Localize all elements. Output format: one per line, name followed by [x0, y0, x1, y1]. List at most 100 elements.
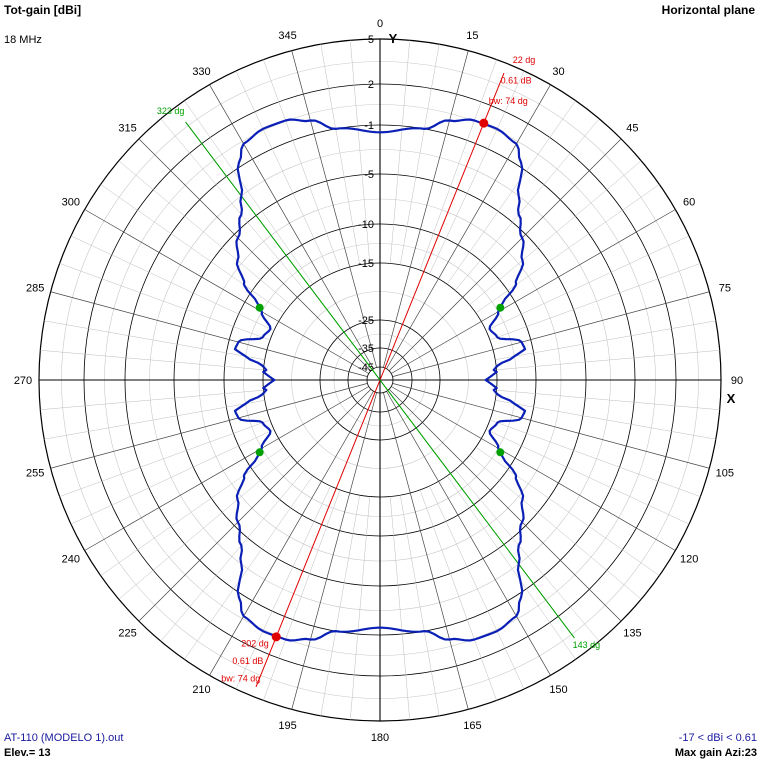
grid-spoke [388, 388, 622, 622]
grid-spoke [70, 429, 275, 525]
grid-spoke [455, 469, 600, 642]
grid-spoke [485, 235, 690, 331]
grid-spoke [235, 485, 331, 690]
grid-spoke [386, 391, 551, 676]
grid-spoke [383, 50, 469, 368]
grid-spoke [44, 320, 265, 360]
grid-spoke [291, 50, 377, 368]
grid-spoke [350, 496, 371, 720]
angle-label: 255 [26, 467, 44, 479]
grid-spoke [320, 495, 360, 716]
grid-spoke [160, 469, 305, 642]
grid-spoke [489, 419, 701, 497]
grid-spoke [400, 495, 440, 716]
y-axis-label: Y [389, 31, 398, 46]
grid-spoke [70, 235, 275, 331]
grid-spoke [391, 386, 676, 551]
radial-scale-labels: 5 2 -1 -5 -10 -15 -25 -35 -45 [358, 34, 374, 374]
angle-label: 300 [62, 197, 80, 209]
angle-label: 195 [278, 720, 296, 732]
grid-spoke [391, 209, 676, 374]
angle-label: 240 [62, 554, 80, 566]
pattern-markers [255, 118, 505, 642]
grid-spoke [184, 475, 314, 660]
radial-scale-label: 5 [368, 34, 374, 46]
x-axis-label: X [727, 391, 736, 406]
grid-spoke [118, 160, 291, 305]
angle-label: 150 [549, 684, 567, 696]
grid-spoke [386, 84, 551, 369]
angle-label: 0 [377, 18, 383, 30]
angle-label: 180 [371, 732, 389, 744]
angle-label: 60 [683, 197, 695, 209]
half-power-annotation: 323 dg [157, 106, 185, 116]
grid-spoke [495, 400, 716, 440]
main-lobe-annotation: bw: 74 dg [489, 96, 528, 106]
gain-range-label: -17 < dBi < 0.61 [678, 732, 757, 744]
file-name-label: AT-110 (MODELO 1).out [4, 732, 124, 744]
grid-spoke [392, 291, 710, 377]
polar-grid [38, 38, 722, 722]
half-power-marker [496, 448, 505, 457]
grid-spoke [475, 184, 660, 314]
grid-spoke [419, 489, 497, 701]
grid-spoke [475, 446, 660, 576]
grid-spoke [184, 100, 314, 285]
angle-label: 210 [192, 684, 210, 696]
angle-label: 315 [118, 123, 136, 135]
grid-spoke [485, 429, 690, 525]
main-lobe-annotation: 0.61 dB [501, 76, 532, 86]
grid-spoke [495, 320, 716, 360]
plane-title: Horizontal plane [661, 3, 755, 17]
grid-spoke [489, 263, 701, 341]
angle-label: 345 [278, 30, 296, 42]
half-power-line [185, 121, 575, 639]
grid-spoke [446, 100, 576, 285]
grid-spoke [388, 138, 622, 372]
max-gain-marker [271, 632, 281, 642]
max-gain-marker [479, 118, 489, 128]
half-power-marker [255, 303, 264, 312]
grid-spoke [419, 59, 497, 271]
grid-spoke [446, 475, 576, 660]
grid-spoke [209, 391, 374, 676]
radial-scale-label: -1 [364, 120, 374, 132]
angle-label: 330 [192, 66, 210, 78]
grid-spoke [389, 40, 410, 264]
radiation-pattern [233, 118, 527, 642]
radial-scale-label: -10 [358, 219, 374, 231]
angle-label: 285 [26, 283, 44, 295]
grid-spoke [429, 70, 525, 275]
angle-labels: 0153045607590105120135150165180195210225… [14, 18, 743, 744]
grid-spoke [100, 446, 285, 576]
half-power-marker [496, 303, 505, 312]
radial-scale-label: -45 [358, 362, 374, 374]
elevation-label: Elev.= 13 [4, 747, 51, 759]
grid-spoke [320, 44, 360, 265]
grid-spoke [383, 392, 469, 710]
chart-title: Tot-gain [dBi] [4, 3, 82, 17]
radial-scale-label: -25 [358, 315, 374, 327]
grid-spoke [59, 419, 271, 497]
grid-spoke [50, 291, 368, 377]
grid-spoke [40, 350, 264, 371]
grid-spoke [209, 84, 374, 369]
grid-spoke [469, 455, 642, 600]
grid-spoke [389, 496, 410, 720]
half-power-marker [255, 448, 264, 457]
angle-label: 105 [716, 467, 734, 479]
angle-label: 270 [14, 375, 32, 387]
grid-spoke [263, 489, 341, 701]
grid-spoke [496, 350, 720, 371]
grid-spoke [392, 383, 710, 469]
angle-label: 165 [463, 720, 481, 732]
grid-spoke [291, 392, 377, 710]
back-lobe-annotation: 202 dg [241, 638, 269, 648]
grid-spoke [138, 388, 372, 622]
angle-label: 45 [626, 123, 638, 135]
grid-spoke [350, 40, 371, 264]
back-lobe-annotation: 0.61 dB [232, 656, 263, 666]
main-lobe-annotation: 22 dg [513, 55, 536, 65]
frequency-label: 18 MHz [4, 34, 42, 46]
grid-spoke [50, 383, 368, 469]
